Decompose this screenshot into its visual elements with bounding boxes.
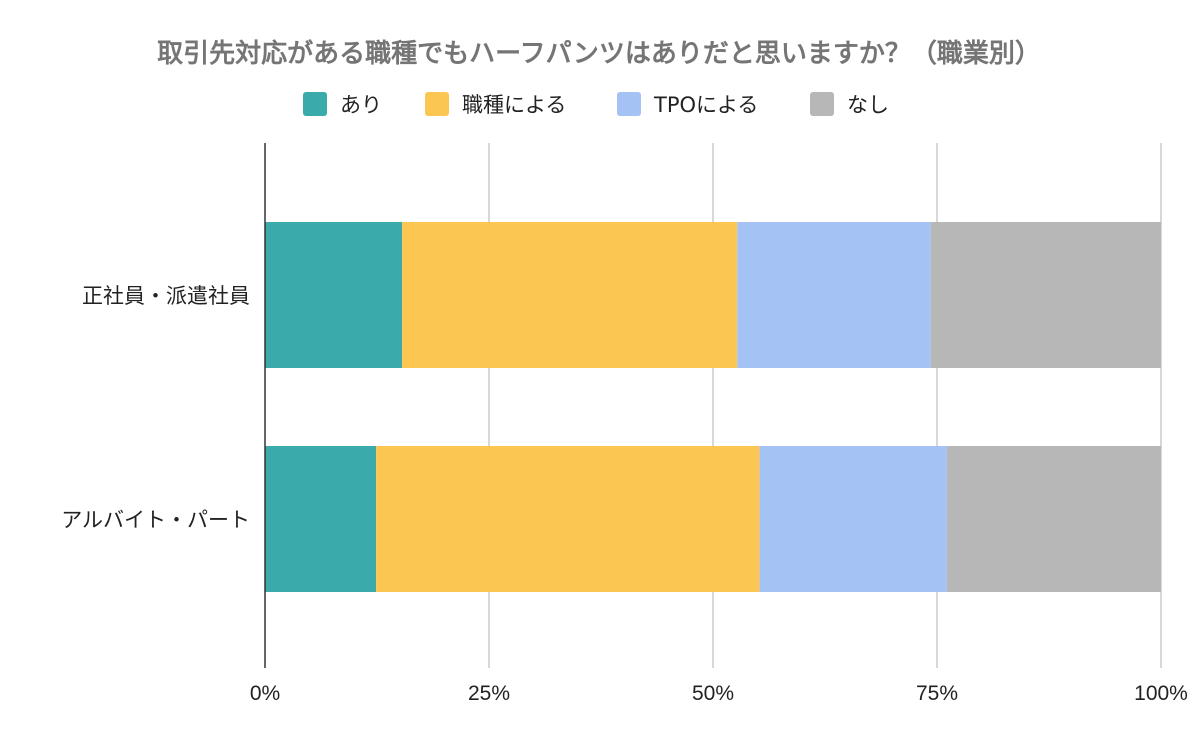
legend-label: なし <box>847 93 889 117</box>
bar-segment <box>265 222 403 368</box>
bar-segment <box>265 446 377 592</box>
category-label: アルバイト・パート <box>61 508 250 532</box>
bar-segment <box>930 222 1161 368</box>
x-tick-label: 50% <box>692 682 734 705</box>
x-tick-label: 75% <box>916 682 958 705</box>
bar-segment <box>737 222 931 368</box>
bar-segment <box>376 446 760 592</box>
x-tick-label: 0% <box>250 682 280 705</box>
legend: あり 職種による TPOによる なし <box>303 92 889 117</box>
chart-title: 取引先対応がある職種でもハーフパンツはありだと思いますか？（職業別） <box>157 38 1041 69</box>
legend-swatch <box>303 92 327 116</box>
legend-label: 職種による <box>462 93 566 117</box>
x-tick-labels: 0% 25% 50% 75% 100% <box>250 682 1188 705</box>
bars <box>265 222 1161 592</box>
category-label: 正社員・派遣社員 <box>82 284 250 308</box>
legend-swatch <box>810 92 834 116</box>
legend-swatch <box>425 92 449 116</box>
bar-segment <box>402 222 738 368</box>
x-tick-label: 25% <box>468 682 510 705</box>
bar-segment <box>946 446 1161 592</box>
x-tick-label: 100% <box>1134 682 1188 705</box>
legend-label: TPOによる <box>653 93 758 117</box>
legend-label: あり <box>340 93 382 117</box>
bar-segment <box>759 446 947 592</box>
legend-swatch <box>617 92 641 116</box>
